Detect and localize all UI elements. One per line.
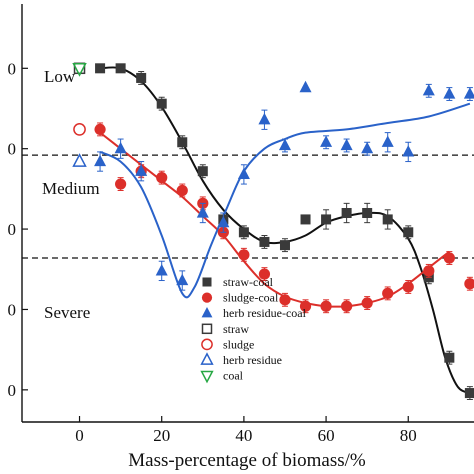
axis-ticks: 0 20 40 60 80 0 0 0 0 0 (8, 59, 417, 445)
data-point (362, 207, 373, 219)
x-tick-label: 80 (400, 426, 417, 445)
zone-label-low: Low (44, 67, 76, 86)
data-point (320, 135, 333, 147)
x-tick-label: 40 (235, 426, 252, 445)
data-point (403, 227, 414, 238)
data-point (443, 252, 455, 264)
data-point (176, 184, 188, 197)
data-point (444, 352, 455, 363)
data-point (279, 240, 290, 251)
legend-marker (201, 292, 213, 303)
data-point (136, 72, 147, 83)
data-point (176, 273, 189, 286)
legend-marker (201, 338, 213, 351)
data-point (258, 112, 271, 125)
legend-label: straw-coal (223, 275, 274, 289)
data-point (278, 138, 291, 151)
data-point (72, 62, 87, 77)
data-point (382, 287, 394, 299)
data-point (299, 300, 312, 312)
data-point (197, 166, 208, 177)
data-point (114, 141, 127, 154)
legend-marker (201, 307, 213, 318)
x-tick-label: 20 (153, 426, 170, 445)
data-point (422, 83, 435, 96)
zone-label-medium: Medium (42, 179, 100, 198)
data-point (94, 154, 107, 167)
fit-curves (99, 66, 471, 395)
data-point (320, 300, 332, 312)
data-point (259, 236, 270, 247)
data-point (443, 87, 456, 99)
fit-curve (99, 102, 471, 299)
legend-label: herb residue (223, 353, 282, 367)
data-point (382, 214, 393, 225)
data-point (423, 265, 435, 277)
data-point (196, 206, 209, 218)
data-point (341, 207, 352, 219)
data-point (463, 87, 474, 99)
data-point (258, 268, 271, 280)
data-point (237, 167, 250, 180)
legend-marker (200, 352, 214, 365)
data-point (135, 164, 148, 176)
data-point (300, 214, 311, 225)
legend-label: coal (223, 369, 244, 383)
data-point (156, 172, 168, 184)
legend-label: straw (223, 322, 249, 336)
data-point (94, 123, 106, 136)
y-tick-label: 0 (8, 381, 17, 400)
data-point (177, 137, 188, 148)
plot-frame (21, 4, 474, 423)
legend-marker (202, 277, 212, 287)
data-point (464, 388, 474, 399)
x-tick-label: 60 (318, 426, 335, 445)
data-point (361, 141, 374, 154)
legend-marker (201, 323, 213, 335)
data-point (238, 249, 250, 261)
x-tick-label: 0 (75, 426, 84, 445)
y-tick-label: 0 (8, 220, 17, 239)
data-point (402, 281, 414, 293)
y-tick-label: 0 (8, 59, 17, 78)
data-point (72, 153, 87, 167)
data-point (299, 80, 312, 93)
y-tick-label: 0 (8, 140, 17, 159)
x-axis-title: Mass-percentage of biomass/% (128, 450, 366, 471)
y-tick-label: 0 (8, 300, 17, 319)
data-point (115, 178, 127, 190)
legend-label: herb residue-coal (223, 306, 307, 320)
threshold-lines (22, 154, 474, 259)
data-point (115, 63, 126, 74)
data-point (381, 135, 394, 147)
data-point (340, 138, 353, 151)
legend-label: sludge-coal (223, 291, 279, 305)
legend-marker (200, 370, 214, 384)
data-point (321, 214, 332, 225)
data-point (155, 264, 168, 276)
data-point (279, 294, 291, 306)
data-point (464, 278, 474, 290)
data-point (73, 123, 86, 136)
data-points (72, 62, 474, 400)
data-point (361, 297, 373, 309)
data-point (238, 227, 249, 238)
data-point (402, 145, 415, 157)
fit-curve (100, 66, 471, 395)
data-point (95, 63, 106, 74)
data-point (156, 98, 167, 109)
fit-curve (99, 131, 450, 308)
legend-label: sludge (223, 337, 254, 351)
data-point (217, 215, 230, 228)
zone-label-severe: Severe (44, 303, 90, 322)
data-point (341, 300, 353, 312)
